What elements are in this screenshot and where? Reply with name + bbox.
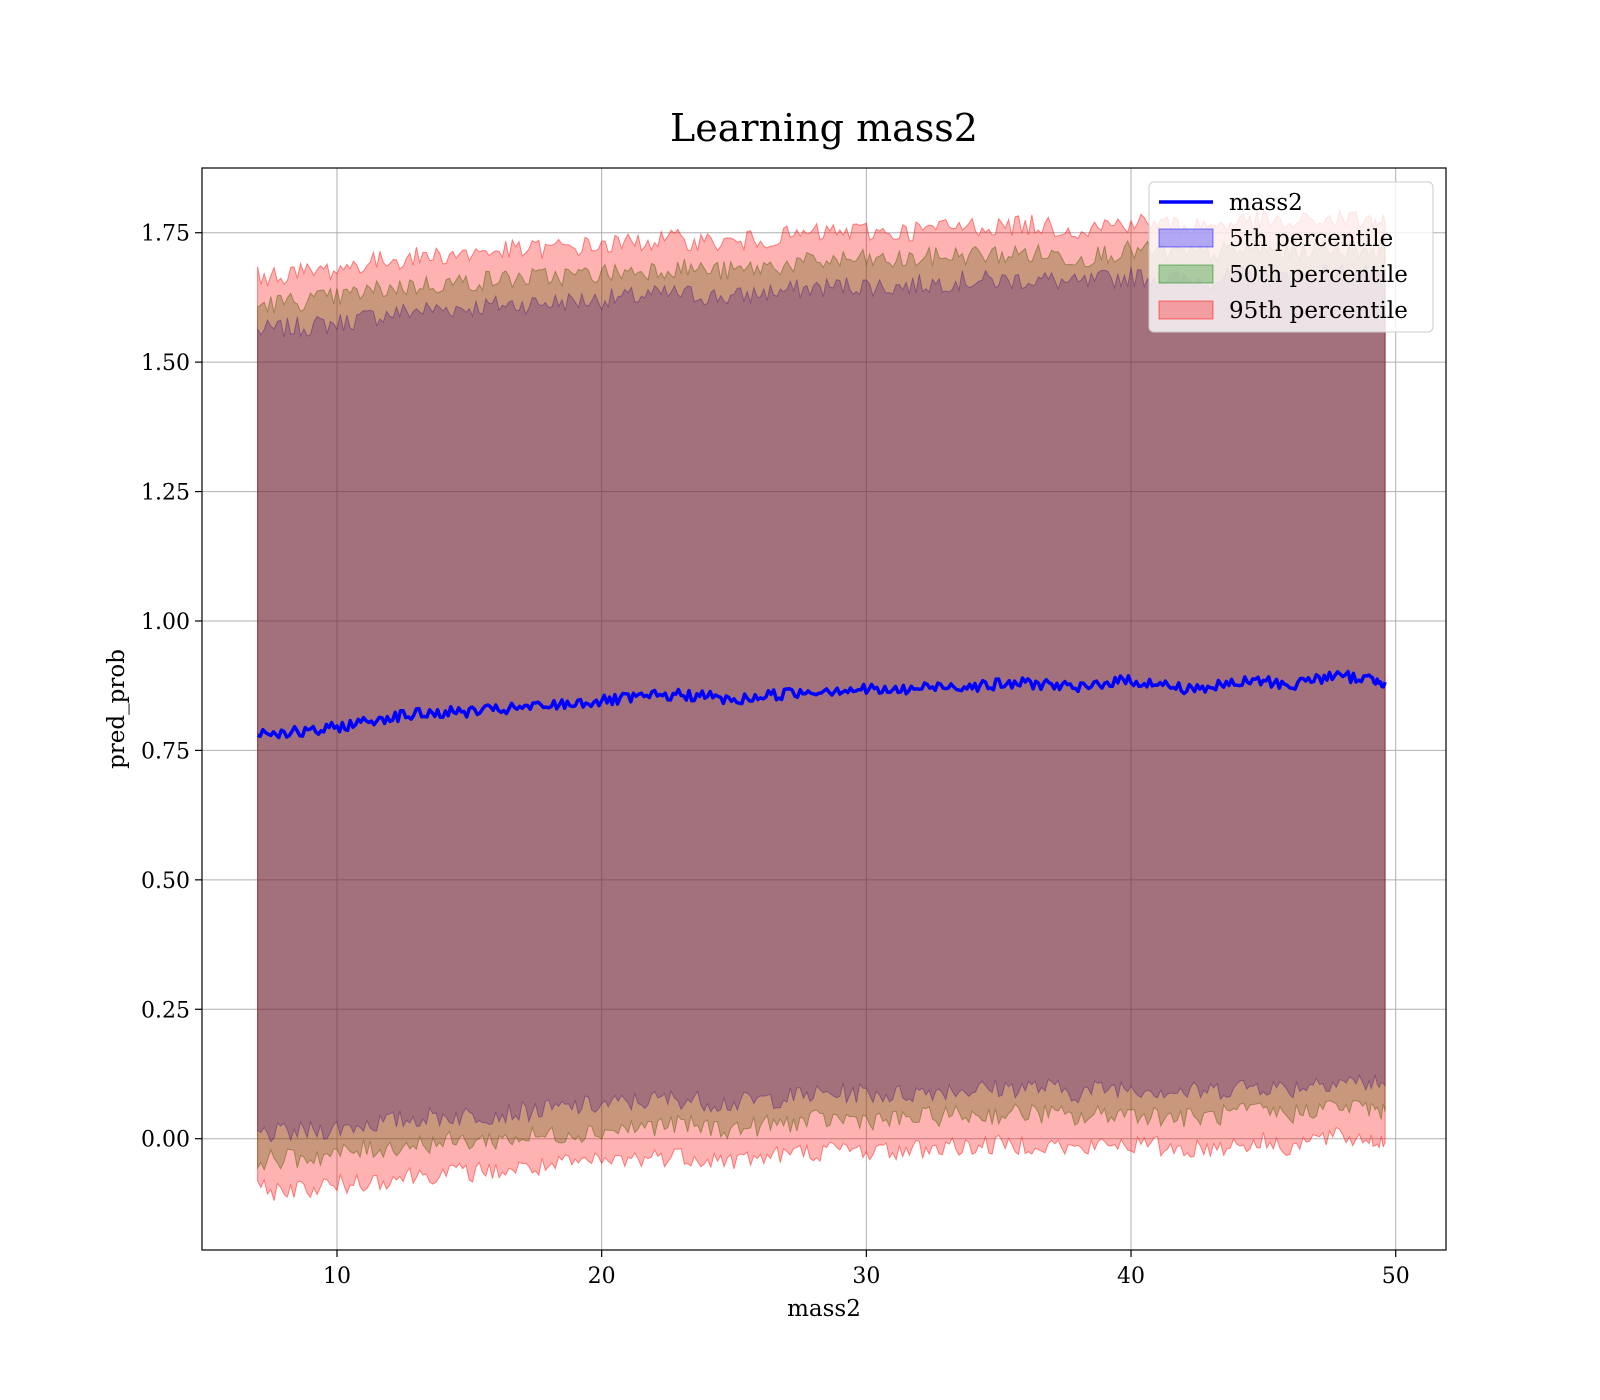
y-tick-label: 0.00 [141,1128,190,1153]
percentile-bands [257,208,1386,1201]
y-tick-label: 1.50 [141,351,190,376]
axis-ticks: 10 20 30 40 50 0.00 0.25 0.50 0.75 1.00 1.25 1.50 1.… [141,222,1410,1289]
x-tick-label: 40 [1117,1264,1145,1289]
x-axis-label: mass2 [787,1296,861,1322]
x-tick-label: 20 [588,1264,616,1289]
y-tick-label: 0.25 [141,998,190,1023]
chart-title: Learning mass2 [670,106,978,150]
series-lines [256,669,1387,740]
y-axis-label: pred_prob [104,649,130,769]
legend-label: 95th percentile [1229,298,1408,324]
legend-swatch-patch [1158,228,1214,248]
y-tick-label: 0.75 [141,739,190,764]
band-95th-percentile [257,208,1386,1201]
line-mass2 [256,669,1387,740]
legend-label: 50th percentile [1229,262,1408,288]
legend-swatch-patch [1158,264,1214,284]
y-tick-label: 1.75 [141,222,190,247]
x-tick-label: 10 [323,1264,351,1289]
legend-label: mass2 [1229,190,1303,216]
y-tick-label: 0.50 [141,869,190,894]
legend-label: 5th percentile [1229,226,1393,252]
band-5th-percentile [257,263,1386,1143]
legend-swatch-patch [1158,300,1214,320]
x-tick-label: 50 [1382,1264,1410,1289]
legend-box [1148,181,1434,333]
y-tick-label: 1.00 [141,610,190,635]
y-tick-label: 1.25 [141,481,190,506]
plot-frame [201,167,1447,1251]
band-50th-percentile [257,236,1386,1172]
legend: mass2 5th percentile 50th percentile 95th p… [1148,181,1434,333]
x-tick-label: 30 [852,1264,880,1289]
